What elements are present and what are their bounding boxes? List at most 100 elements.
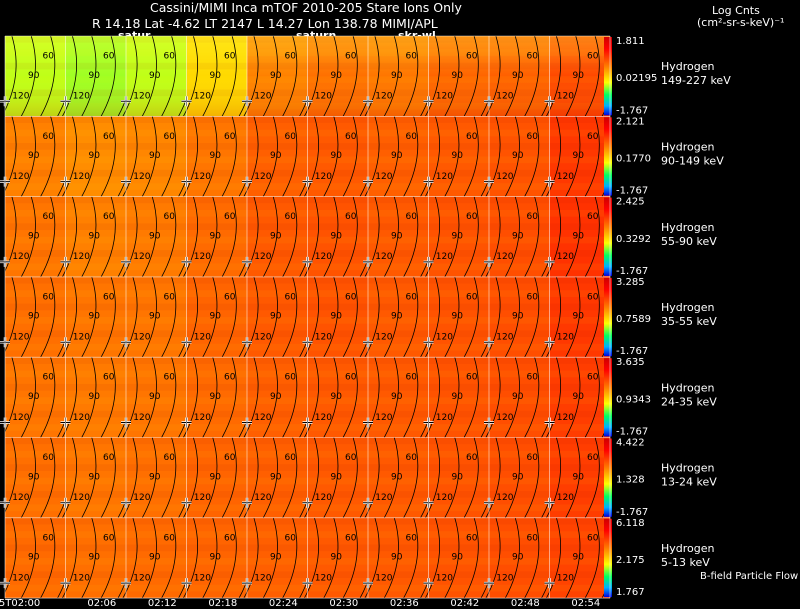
contour-label: 120: [557, 92, 574, 102]
contour-label: 120: [315, 252, 332, 262]
time-tick-label: 02:06: [87, 598, 116, 609]
contour-label: 60: [406, 51, 418, 61]
contour-label: 120: [315, 92, 332, 102]
contour-label: 60: [587, 373, 599, 383]
contour-label: 90: [149, 553, 161, 563]
contour-label: 90: [270, 151, 282, 161]
contour-label: 120: [315, 413, 332, 423]
contour-label: 60: [103, 533, 115, 543]
contour-label: 60: [345, 132, 357, 142]
contour-label: 60: [103, 292, 115, 302]
contour-label: 90: [572, 392, 584, 402]
contour-label: 90: [88, 71, 100, 81]
contour-label: 90: [451, 151, 463, 161]
colorbar-mid-label: 0.3292: [616, 234, 651, 245]
species-label: Hydrogen: [661, 542, 715, 555]
contour-label: 120: [375, 172, 392, 182]
species-label: Hydrogen: [661, 301, 715, 314]
contour-label: 60: [224, 212, 236, 222]
contour-label: 60: [103, 373, 115, 383]
contour-label: 90: [28, 231, 40, 241]
contour-label: 60: [527, 373, 539, 383]
contour-label: 120: [375, 252, 392, 262]
contour-label: 60: [587, 212, 599, 222]
colorbar-max-label: 6.118: [616, 518, 645, 529]
contour-label: 90: [512, 392, 524, 402]
contour-label: 120: [133, 333, 150, 343]
contour-label: 90: [330, 553, 342, 563]
colorbar-min-label: -1.767: [616, 105, 648, 116]
contour-label: 60: [406, 533, 418, 543]
contour-label: 60: [285, 533, 297, 543]
contour-label: 120: [73, 172, 90, 182]
contour-label: 60: [285, 453, 297, 463]
contour-label: 60: [345, 373, 357, 383]
colorbar: [604, 117, 612, 196]
energy-range-label: 5-13 keV: [661, 556, 710, 569]
energy-range-label: 35-55 keV: [661, 315, 717, 328]
contour-label: 90: [572, 312, 584, 322]
colorbar-min-label: -1.767: [616, 507, 648, 518]
contour-label: 90: [209, 151, 221, 161]
contour-label: 120: [12, 252, 29, 262]
contour-label: 120: [375, 493, 392, 503]
contour-label: 90: [572, 151, 584, 161]
contour-label: 90: [330, 392, 342, 402]
contour-label: 120: [254, 92, 271, 102]
contour-label: 120: [496, 172, 513, 182]
contour-label: 60: [285, 373, 297, 383]
contour-label: 60: [285, 51, 297, 61]
contour-label: 120: [133, 493, 150, 503]
species-label: Hydrogen: [661, 381, 715, 394]
contour-label: 120: [133, 172, 150, 182]
time-tick-label: 02:54: [571, 598, 600, 609]
contour-label: 90: [270, 472, 282, 482]
colorbar: [604, 277, 612, 357]
colorbar-mid-label: 0.02195: [616, 73, 657, 84]
contour-label: 120: [496, 252, 513, 262]
energy-range-label: 149-227 keV: [661, 74, 731, 87]
contour-label: 60: [527, 292, 539, 302]
contour-label: 90: [391, 472, 403, 482]
contour-label: 120: [375, 92, 392, 102]
colorbar: [604, 438, 612, 517]
contour-label: 90: [391, 71, 403, 81]
contour-label: 90: [28, 151, 40, 161]
colorbar-max-label: 4.422: [616, 438, 645, 449]
contour-label: 90: [149, 392, 161, 402]
contour-label: 120: [133, 413, 150, 423]
contour-label: 90: [572, 553, 584, 563]
contour-label: 120: [436, 92, 453, 102]
contour-label: 90: [330, 151, 342, 161]
contour-label: 120: [254, 333, 271, 343]
chart-title: Cassini/MIMI Inca mTOF 2010-205 Stare Io…: [150, 0, 462, 15]
contour-label: 120: [254, 493, 271, 503]
contour-label: 90: [270, 553, 282, 563]
contour-label: 120: [315, 493, 332, 503]
contour-label: 60: [527, 51, 539, 61]
